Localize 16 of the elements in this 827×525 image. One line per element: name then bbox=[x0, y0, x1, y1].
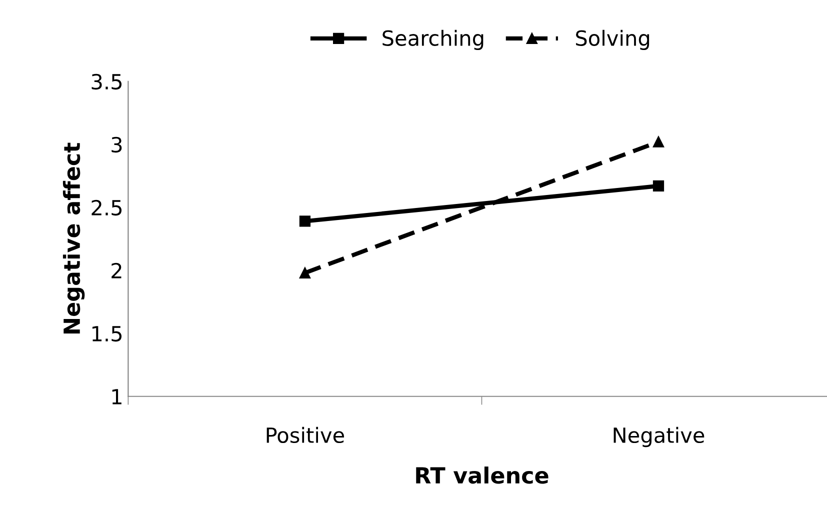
point bbox=[299, 267, 311, 278]
x-tick-label: Negative bbox=[614, 426, 704, 448]
y-tick-label: 1 bbox=[112, 389, 122, 404]
legend-label: Searching bbox=[382, 30, 484, 50]
y-tick-label: 3 bbox=[112, 136, 122, 153]
point bbox=[652, 136, 664, 148]
x-axis-title: RT valence bbox=[416, 466, 548, 484]
y-tick-label: 2.5 bbox=[92, 200, 122, 216]
y-tick-label: 2 bbox=[112, 262, 122, 278]
point bbox=[299, 216, 311, 227]
legend-label: Solving bbox=[576, 30, 650, 50]
x-tick-label: Positive bbox=[266, 426, 344, 444]
y-axis-title: Negative affect bbox=[62, 142, 85, 334]
y-tick-label: 3.5 bbox=[92, 74, 122, 90]
y-tick-label: 1.5 bbox=[92, 326, 122, 342]
point bbox=[652, 180, 664, 192]
